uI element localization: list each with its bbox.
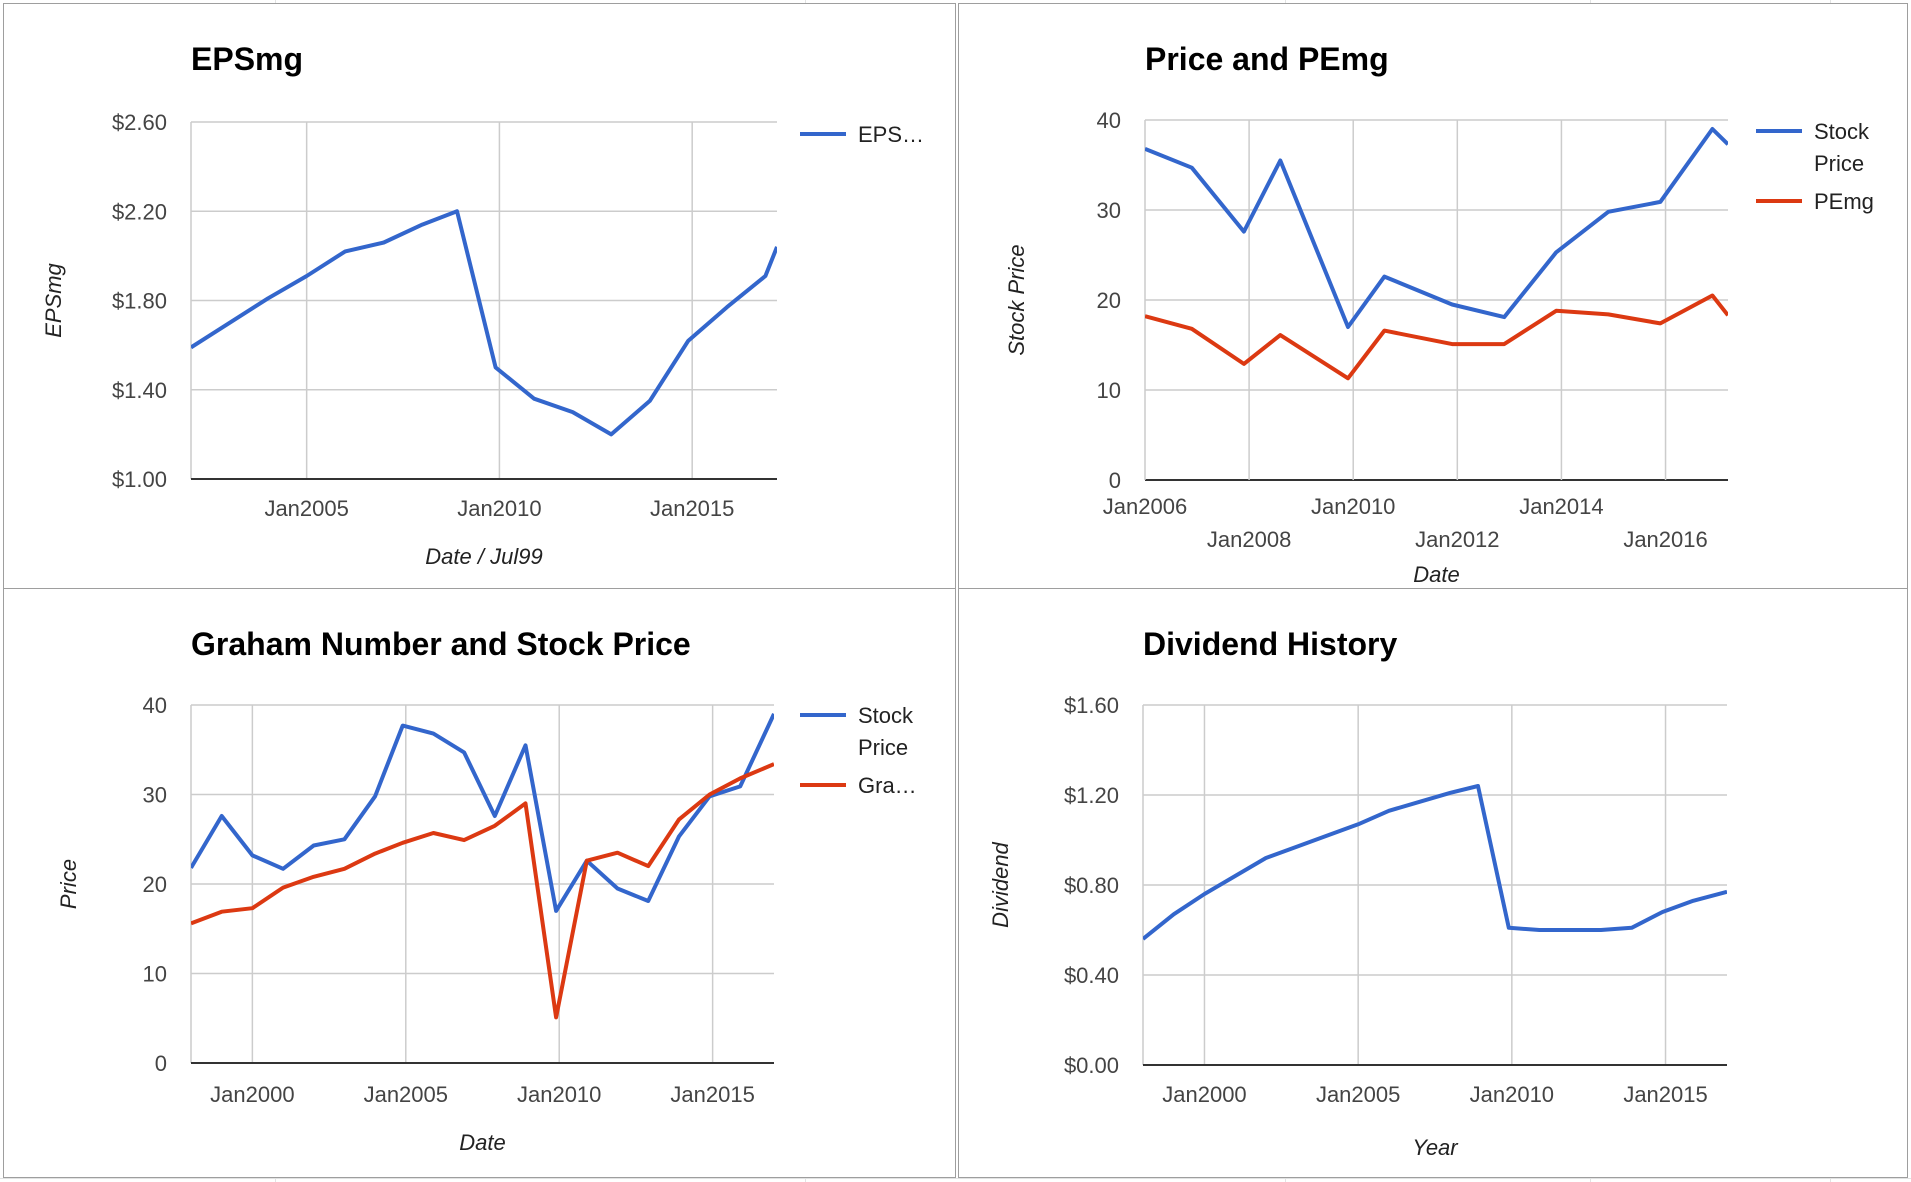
y-tick-label: 30 [1097,198,1121,223]
y-tick-label: 40 [1097,108,1121,133]
legend-label-line: Price [1814,151,1864,176]
x-axis-title: Date / Jul99 [425,544,542,569]
chart-svg: Price and PEmg 0 10 20 30 40 Jan2006 Jan2008 Jan… [1004,41,1874,587]
y-tick-label: 20 [1097,288,1121,313]
chart-title: Dividend History [1143,626,1397,662]
x-tick-label: Jan2000 [1162,1082,1246,1107]
series-line-secondary [1145,293,1728,381]
legend-label: Stock Price [1814,119,1870,176]
y-axis-title: Dividend [988,841,1013,927]
chart-title: EPSmg [191,41,303,77]
y-tick-label: $0.40 [1064,963,1119,988]
x-tick-label: Jan2015 [650,496,734,521]
y-tick-label: $0.80 [1064,873,1119,898]
chart-svg: Dividend History $0.00 $0.40 $0.80 $1.20 $1.6… [988,626,1727,1160]
graham-chart-panel[interactable]: Graham Number and Stock Price 0 10 20 30 40 Ja… [3,588,956,1178]
series-line-primary [1143,784,1727,941]
x-axis-title: Year [1412,1135,1459,1160]
y-axis-title: EPSmg [41,262,66,337]
y-tick-label: $1.40 [112,378,167,403]
y-tick-label: $1.20 [1064,783,1119,808]
legend-label: PEmg [1814,189,1874,214]
y-tick-label: 40 [143,693,167,718]
legend-label-line: Stock [858,703,914,728]
y-tick-label: $2.60 [112,110,167,135]
x-tick-label: Jan2000 [210,1082,294,1107]
series-line-primary [191,209,777,437]
legend-label: Stock Price [858,703,914,760]
x-axis-title: Date [1413,562,1459,587]
y-tick-label: $0.00 [1064,1053,1119,1078]
series-line-secondary [191,762,774,1020]
series-line-primary [191,713,774,913]
x-tick-label: Jan2015 [1623,1082,1707,1107]
y-tick-label: $1.00 [112,467,167,492]
x-tick-label: Jan2005 [1316,1082,1400,1107]
x-tick-label: Jan2010 [517,1082,601,1107]
legend-label: EPS… [858,122,924,147]
y-tick-label: $1.80 [112,289,167,314]
x-axis-title: Date [459,1130,505,1155]
x-tick-label: Jan2008 [1207,527,1291,552]
y-tick-label: 10 [143,962,167,987]
legend-label-line: Stock [1814,119,1870,144]
x-tick-label: Jan2015 [670,1082,754,1107]
x-tick-label: Jan2005 [364,1082,448,1107]
y-tick-label: 30 [143,783,167,808]
chart-title: Price and PEmg [1145,41,1389,77]
y-tick-label: 0 [1109,468,1121,493]
y-axis-title: Price [56,859,81,909]
y-tick-label: 0 [155,1051,167,1076]
y-tick-label: $1.60 [1064,693,1119,718]
y-tick-label: 10 [1097,378,1121,403]
legend-label-line: Price [858,735,908,760]
x-tick-label: Jan2006 [1103,494,1187,519]
chart-svg: EPSmg $1.00 $1.40 $1.80 $2.20 $2.60 Jan2005 Jan… [41,41,924,569]
y-axis-title: Stock Price [1004,244,1029,355]
x-tick-label: Jan2010 [1311,494,1395,519]
x-tick-label: Jan2010 [1470,1082,1554,1107]
x-tick-label: Jan2010 [457,496,541,521]
x-tick-label: Jan2014 [1519,494,1603,519]
series-line-primary [1145,127,1728,329]
x-tick-label: Jan2016 [1623,527,1707,552]
x-tick-label: Jan2005 [264,496,348,521]
legend-label: Gra… [858,773,917,798]
sheet-gridline [0,1178,1911,1179]
y-tick-label: 20 [143,872,167,897]
eps-chart-panel[interactable]: EPSmg $1.00 $1.40 $1.80 $2.20 $2.60 Jan2005 Jan… [3,3,956,589]
price-pe-chart-panel[interactable]: Price and PEmg 0 10 20 30 40 Jan2006 Jan2008 Jan… [958,3,1908,589]
chart-title: Graham Number and Stock Price [191,626,691,662]
y-tick-label: $2.20 [112,199,167,224]
x-tick-label: Jan2012 [1415,527,1499,552]
chart-svg: Graham Number and Stock Price 0 10 20 30 40 Ja… [56,626,917,1155]
dividend-chart-panel[interactable]: Dividend History $0.00 $0.40 $0.80 $1.20 $1.6… [958,588,1908,1178]
